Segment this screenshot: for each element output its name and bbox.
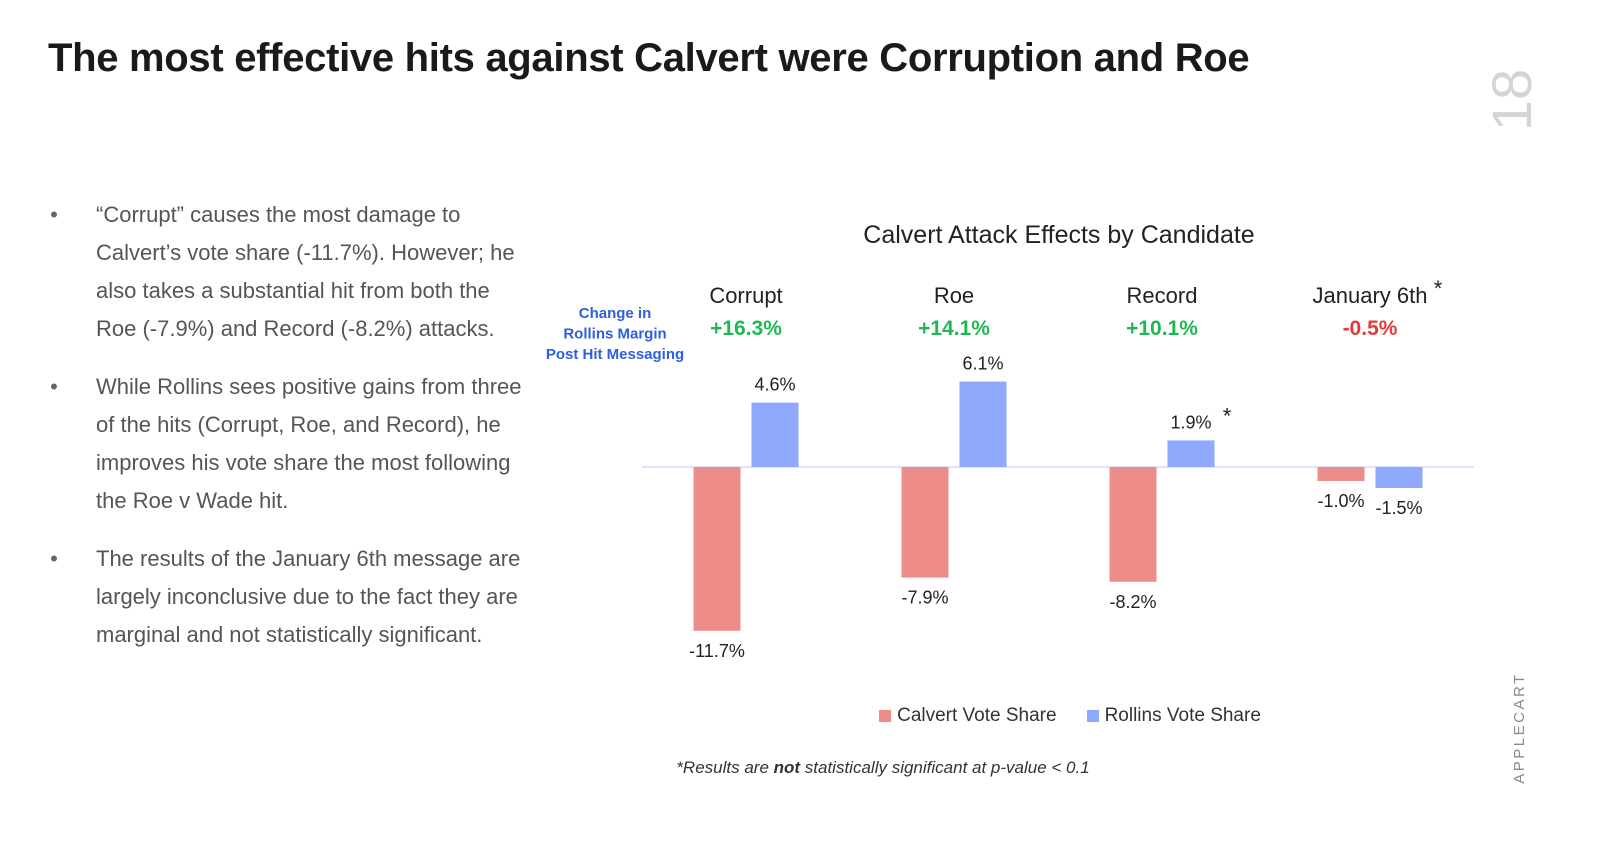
- margin-value: +10.1%: [1126, 317, 1198, 340]
- legend-swatch-calvert: [879, 710, 892, 722]
- footnote-bold: not: [773, 758, 801, 777]
- footnote-prefix: *Results are: [676, 758, 774, 777]
- category-label: Roe: [934, 283, 974, 308]
- category-label: Record: [1127, 283, 1198, 308]
- chart-title: Calvert Attack Effects by Candidate: [863, 221, 1254, 249]
- bullet-dot: •: [50, 202, 58, 227]
- bullet-item: • The results of the January 6th message…: [48, 540, 528, 654]
- bar-rollins: [751, 402, 799, 467]
- data-label-calvert: -1.0%: [1317, 491, 1364, 511]
- margin-value: +16.3%: [710, 317, 782, 340]
- data-label-rollins: 4.6%: [754, 375, 795, 395]
- bullet-item: • “Corrupt” causes the most damage to Ca…: [48, 196, 528, 348]
- margin-value: -0.5%: [1343, 317, 1398, 340]
- page-title: The most effective hits against Calvert …: [48, 36, 1250, 80]
- bullet-text: The results of the January 6th message a…: [96, 546, 521, 647]
- bullet-item: • While Rollins sees positive gains from…: [48, 368, 528, 520]
- bar-calvert: [693, 467, 741, 631]
- data-label-calvert: -8.2%: [1109, 592, 1156, 612]
- legend-item-rollins: Rollins Vote Share: [1086, 705, 1261, 727]
- data-label-calvert: -11.7%: [689, 641, 745, 661]
- bar-rollins: [1375, 467, 1423, 488]
- bar-rollins: [959, 381, 1007, 467]
- bar-calvert: [1317, 467, 1365, 481]
- data-label-rollins: -1.5%: [1375, 498, 1422, 518]
- legend-swatch-rollins: [1086, 710, 1099, 722]
- legend-label-rollins: Rollins Vote Share: [1104, 705, 1261, 726]
- bullet-text: “Corrupt” causes the most damage to Calv…: [96, 202, 515, 341]
- bar-calvert: [901, 467, 949, 578]
- data-label-marker: *: [1223, 403, 1232, 428]
- footnote-suffix: statistically significant at p-value < 0…: [800, 758, 1090, 777]
- data-label-rollins: 6.1%: [962, 354, 1003, 374]
- chart-legend: Calvert Vote Share Rollins Vote Share: [0, 705, 1600, 727]
- bullet-dot: •: [50, 374, 58, 399]
- category-marker: *: [1434, 276, 1443, 301]
- legend-label-calvert: Calvert Vote Share: [897, 705, 1057, 726]
- category-label: Corrupt: [709, 283, 782, 308]
- bar-rollins: [1167, 440, 1215, 467]
- data-label-calvert: -7.9%: [901, 588, 948, 608]
- bullet-dot: •: [50, 546, 58, 571]
- bullet-list: • “Corrupt” causes the most damage to Ca…: [48, 196, 528, 674]
- margin-heading-line: Rollins Margin: [563, 326, 666, 343]
- legend-item-calvert: Calvert Vote Share: [879, 705, 1057, 727]
- bullet-text: While Rollins sees positive gains from t…: [96, 374, 522, 513]
- bar-calvert: [1109, 467, 1157, 582]
- margin-value: +14.1%: [918, 317, 990, 340]
- footnote: *Results are not statistically significa…: [0, 758, 1600, 778]
- margin-heading-line: Change in: [579, 305, 652, 322]
- margin-heading-line: Post Hit Messaging: [546, 346, 684, 363]
- data-label-rollins: 1.9%: [1170, 412, 1211, 432]
- category-label: January 6th: [1313, 283, 1428, 308]
